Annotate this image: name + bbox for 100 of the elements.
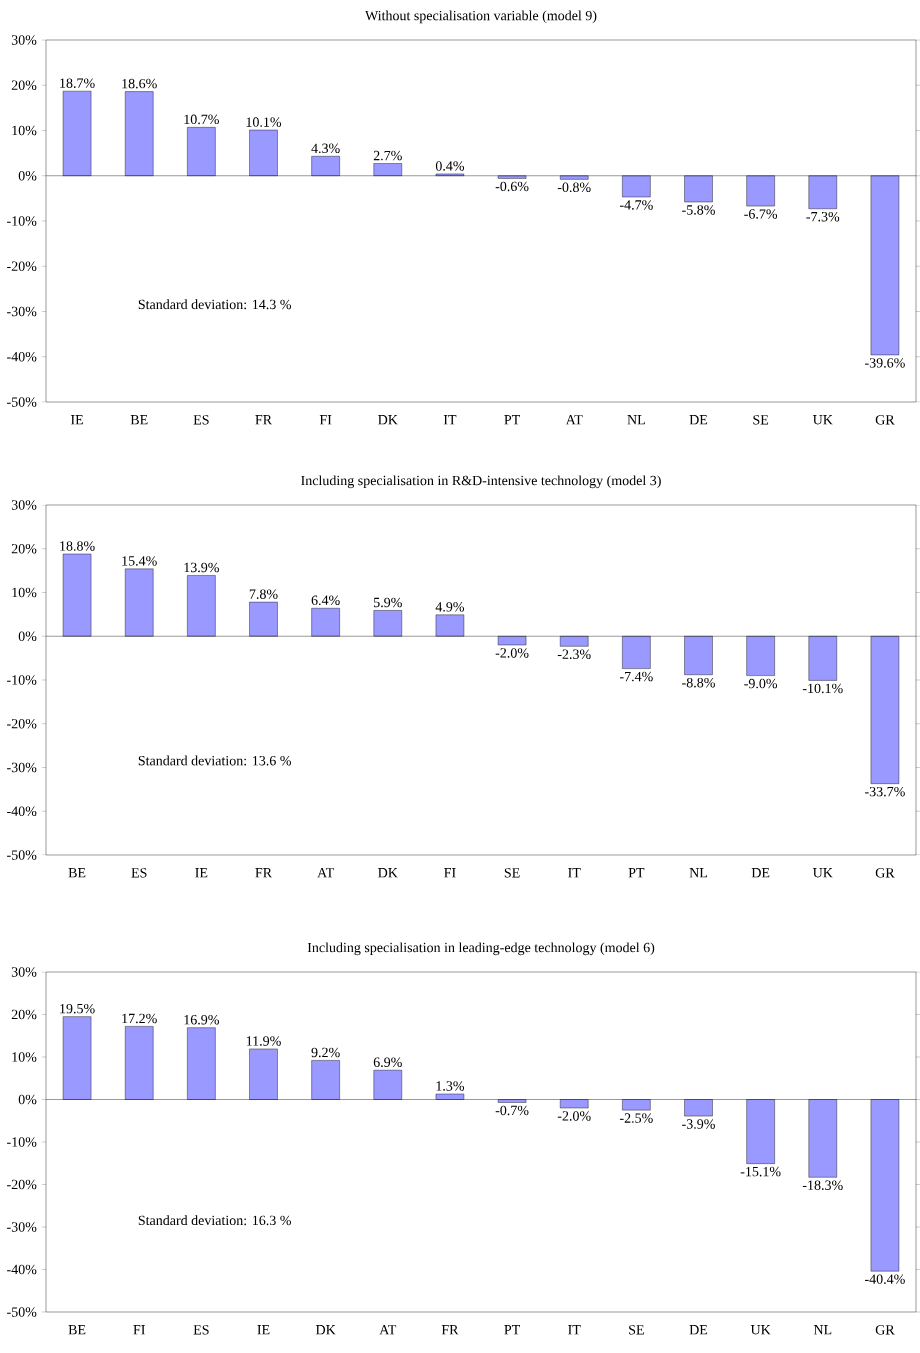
data-label: -2.0% — [495, 648, 529, 658]
y-tick-label: -10% — [7, 1137, 37, 1147]
annotation: Standard deviation: 13.6 % — [138, 755, 291, 766]
y-tick-label: 0% — [18, 1094, 37, 1105]
data-label: 16.9% — [184, 1014, 219, 1025]
x-tick-label: IE — [70, 415, 83, 425]
y-tick-label: -10% — [7, 216, 37, 226]
data-label: 13.9% — [184, 562, 219, 573]
x-tick-label: BE — [68, 1325, 86, 1335]
y-tick-label: -20% — [7, 261, 37, 271]
data-label: -40.4% — [865, 1274, 905, 1284]
data-label: 17.2% — [122, 1013, 157, 1024]
x-tick-label: PT — [628, 868, 645, 878]
data-label: 4.9% — [435, 602, 465, 612]
y-tick-label: -50% — [7, 1307, 37, 1317]
y-tick-label: -30% — [7, 762, 37, 773]
y-tick-label: -40% — [7, 351, 37, 362]
x-tick-label: DK — [378, 415, 398, 425]
x-tick-label: IE — [257, 1325, 270, 1335]
data-label: -0.8% — [557, 182, 591, 193]
y-tick-label: 10% — [12, 1052, 37, 1062]
data-label: 19.5% — [60, 1003, 95, 1014]
y-tick-label: 0% — [18, 631, 37, 641]
x-tick-label: NL — [689, 868, 707, 878]
y-tick-label: 30% — [11, 35, 37, 45]
x-tick-label: IT — [568, 868, 581, 878]
y-tick-label: -30% — [7, 1222, 37, 1232]
data-label: 6.4% — [311, 595, 340, 606]
y-tick-label: -20% — [7, 718, 37, 729]
data-label: 11.9% — [246, 1036, 281, 1046]
data-label: 4.3% — [311, 143, 340, 154]
data-label: -2.0% — [557, 1111, 591, 1121]
data-label: -2.3% — [557, 649, 591, 660]
x-tick-label: FR — [441, 1325, 459, 1335]
data-label: -33.7% — [865, 786, 905, 797]
data-label: 2.7% — [373, 150, 402, 161]
x-tick-label: AT — [317, 868, 334, 878]
x-tick-label: ES — [131, 868, 147, 878]
x-tick-label: ES — [193, 415, 209, 425]
x-tick-label: FI — [319, 415, 332, 425]
y-tick-label: 20% — [11, 1009, 37, 1020]
x-tick-label: AT — [379, 1325, 397, 1335]
data-label: -10.1% — [802, 683, 843, 694]
data-label: -8.8% — [682, 677, 715, 688]
x-tick-label: IT — [568, 1325, 581, 1335]
x-tick-label: FI — [444, 868, 456, 878]
y-tick-label: 10% — [12, 125, 37, 136]
y-tick-label: -40% — [7, 806, 37, 816]
x-tick-label: GR — [875, 868, 895, 878]
data-label: 18.7% — [60, 78, 95, 88]
data-label: -18.3% — [802, 1180, 843, 1190]
y-tick-label: -50% — [7, 850, 37, 860]
data-label: 10.7% — [184, 114, 219, 125]
chart-title: Including specialisation in leading-edge technology (model 6) — [307, 942, 655, 956]
data-label: -3.9% — [682, 1119, 715, 1129]
y-tick-label: -50% — [7, 397, 37, 407]
x-tick-label: BE — [68, 868, 86, 878]
data-label: -7.3% — [806, 211, 840, 222]
x-tick-label: DE — [689, 1325, 708, 1335]
y-tick-label: -40% — [7, 1264, 37, 1275]
x-tick-label: GR — [875, 415, 895, 425]
data-label: -0.7% — [495, 1105, 529, 1116]
x-tick-label: AT — [565, 415, 583, 425]
x-tick-label: FR — [255, 868, 273, 878]
x-tick-label: BE — [130, 415, 148, 425]
data-label: 15.4% — [122, 556, 157, 566]
data-label: -0.6% — [495, 181, 529, 192]
x-tick-label: FI — [133, 1325, 145, 1335]
data-label: -39.6% — [865, 358, 905, 368]
data-label: 18.8% — [60, 541, 95, 551]
x-tick-label: IT — [443, 415, 457, 425]
data-label: 10.1% — [246, 117, 282, 127]
data-label: 0.4% — [435, 161, 465, 171]
data-label: -2.5% — [619, 1113, 653, 1123]
x-tick-label: DK — [315, 1325, 336, 1335]
x-tick-label: DE — [751, 868, 770, 878]
data-label: -6.7% — [744, 209, 778, 219]
x-tick-label: FR — [255, 415, 273, 425]
x-tick-label: ES — [193, 1325, 209, 1335]
data-label: 9.2% — [311, 1047, 340, 1058]
y-tick-label: 20% — [11, 543, 37, 554]
x-tick-label: DK — [378, 868, 398, 878]
x-tick-label: UK — [812, 415, 833, 425]
data-label: -4.7% — [619, 200, 653, 210]
y-tick-label: 30% — [11, 967, 37, 977]
x-tick-label: SE — [504, 868, 520, 878]
chart-title: Without specialisation variable (model 9) — [365, 10, 597, 24]
data-label: 7.8% — [249, 589, 278, 599]
y-tick-label: 10% — [12, 587, 37, 598]
y-tick-label: 20% — [11, 80, 37, 90]
chart-title: Including specialisation in R&D-intensive technology (model 3) — [301, 475, 661, 489]
data-label: 6.9% — [373, 1057, 402, 1067]
x-tick-label: NL — [627, 415, 645, 425]
y-tick-label: -20% — [7, 1179, 37, 1190]
x-tick-label: DE — [689, 415, 708, 425]
x-tick-label: GR — [875, 1325, 895, 1335]
y-tick-label: -10% — [7, 675, 37, 685]
y-tick-label: -30% — [7, 306, 37, 317]
data-label: -9.0% — [744, 678, 778, 689]
x-tick-label: UK — [750, 1325, 771, 1335]
